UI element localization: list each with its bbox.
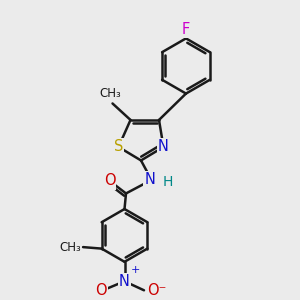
Text: O⁻: O⁻ (148, 283, 167, 298)
Text: O: O (104, 173, 115, 188)
Text: S: S (114, 140, 123, 154)
Text: N: N (158, 140, 169, 154)
Text: CH₃: CH₃ (99, 87, 121, 100)
Text: O: O (96, 283, 107, 298)
Text: H: H (163, 175, 173, 189)
Text: F: F (182, 22, 190, 37)
Text: N: N (119, 274, 130, 289)
Text: +: + (131, 265, 140, 275)
Text: CH₃: CH₃ (59, 241, 81, 254)
Text: N: N (145, 172, 155, 188)
